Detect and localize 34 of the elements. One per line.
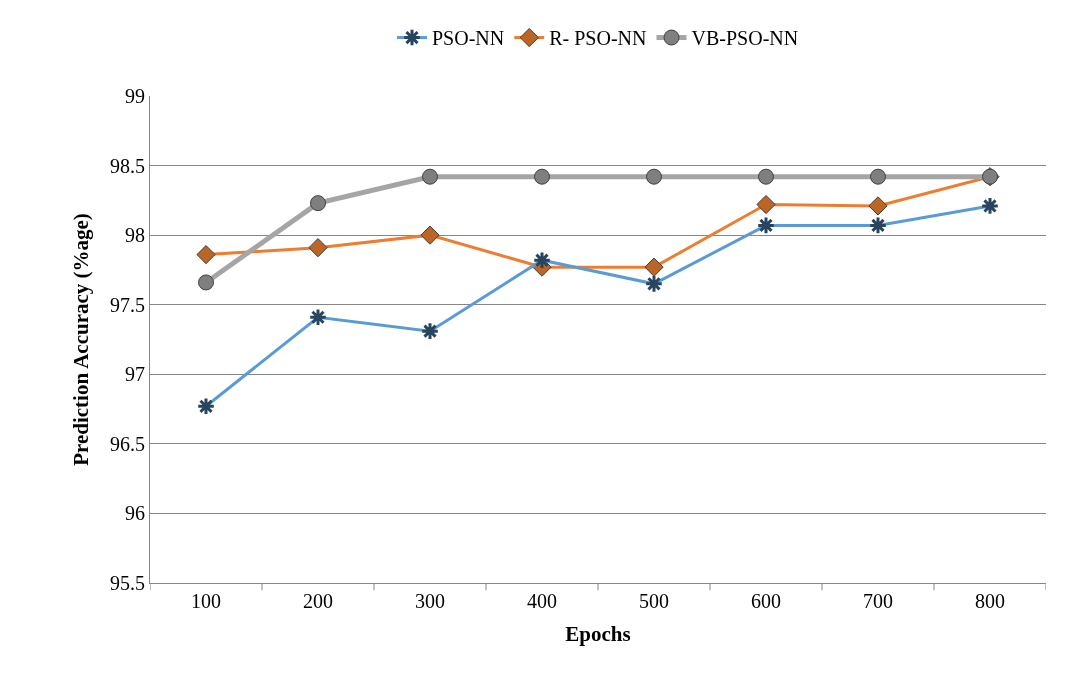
y-tick-label: 98.5 <box>110 154 145 177</box>
x-tick-label: 300 <box>415 590 445 612</box>
point <box>756 194 776 215</box>
legend-label: VB-PSO-NN <box>691 27 799 50</box>
point <box>422 168 438 185</box>
x-tick-label: 700 <box>863 590 893 612</box>
y-tick-label: 96.5 <box>110 432 145 455</box>
point <box>644 257 664 277</box>
point <box>534 168 550 185</box>
point <box>646 168 662 185</box>
y-tick-label: 95.5 <box>110 572 145 594</box>
x-tick-label: 200 <box>303 590 333 612</box>
point <box>420 225 440 245</box>
y-tick-label: 96 <box>125 502 145 525</box>
x-axis-title: Epochs <box>565 622 631 647</box>
x-tick-label: 500 <box>639 590 669 612</box>
y-tick-label: 97.5 <box>110 293 145 316</box>
point <box>196 245 216 265</box>
legend-label: R- PSO-NN <box>549 27 647 50</box>
point <box>868 196 888 216</box>
x-tick-label: 400 <box>527 590 557 612</box>
x-tick-label: 100 <box>191 590 221 612</box>
y-tick-label: 99 <box>125 85 145 107</box>
x-tick-label: 800 <box>975 590 1005 612</box>
legend-label: PSO-NN <box>432 27 505 50</box>
y-axis-title: Prediction Accuracy (%age) <box>69 213 94 466</box>
y-tick-label: 97 <box>125 363 145 386</box>
point <box>870 168 886 185</box>
point <box>198 274 214 291</box>
point <box>758 168 774 185</box>
x-tick-label: 600 <box>751 590 781 612</box>
y-tick-label: 98 <box>125 224 145 247</box>
point <box>308 238 328 258</box>
point <box>310 195 326 212</box>
